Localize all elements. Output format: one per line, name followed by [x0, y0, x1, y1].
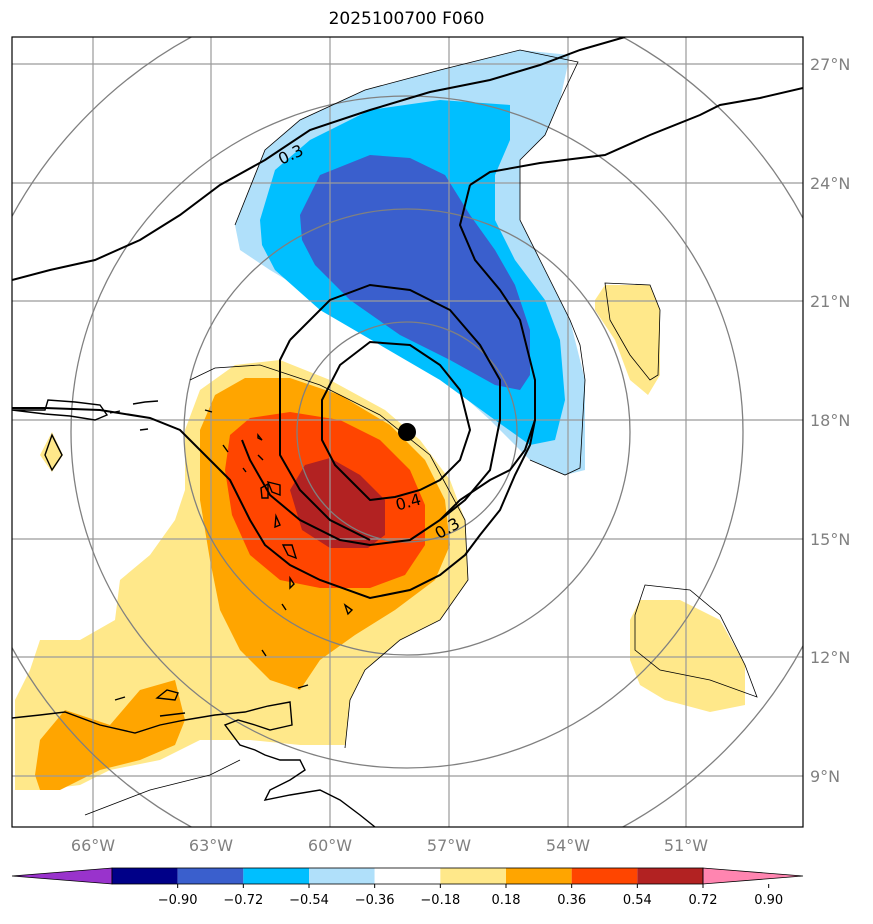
colorbar-tick-label: 0.54: [623, 893, 652, 908]
positive-field-max: [290, 458, 385, 548]
lat-axis: 27°N 24°N 21°N 18°N 15°N 12°N 9°N: [810, 55, 850, 786]
colorbar-tick-label: −0.18: [420, 893, 460, 908]
colorbar-segment: [112, 868, 178, 884]
negative-field-dark: [300, 155, 530, 390]
positive-field-east-south: [630, 600, 745, 712]
colorbar-segment: [506, 868, 572, 884]
colorbar-segment: [440, 868, 506, 884]
map-title: 2025100700 F060: [328, 9, 485, 29]
colorbar-extension-low: [11, 867, 113, 885]
lat-gridlines: [12, 63, 803, 777]
lon-label-63w: 63°W: [189, 836, 233, 855]
colorbar-tick-label: −0.36: [355, 893, 395, 908]
colorbar-tick-label: 0.36: [557, 893, 586, 908]
lon-label-66w: 66°W: [71, 836, 115, 855]
lon-label-51w: 51°W: [664, 836, 708, 855]
contours: [12, 37, 803, 600]
positive-field-east-north: [595, 285, 660, 395]
lat-label-27n: 27°N: [810, 55, 850, 74]
lat-label-15n: 15°N: [810, 530, 850, 549]
storm-center-marker: [398, 423, 416, 441]
colorbar-tick-label: −0.72: [223, 893, 263, 908]
colorbar-segment: [571, 868, 638, 884]
lat-label-24n: 24°N: [810, 174, 850, 193]
lon-axis: 66°W 63°W 60°W 57°W 54°W 51°W: [71, 836, 708, 855]
colorbar-segment: [177, 868, 244, 884]
lon-label-60w: 60°W: [308, 836, 352, 855]
map-border: [11, 36, 804, 828]
colorbar-segment: [374, 868, 441, 884]
lat-label-21n: 21°N: [810, 292, 850, 311]
colorbar-segment: [243, 868, 309, 884]
colorbar-tick-label: 0.90: [754, 893, 783, 908]
colorbar-tick-label: 0.72: [689, 893, 718, 908]
positive-field-medium-west: [35, 680, 185, 790]
lat-label-9n: 9°N: [810, 767, 840, 786]
lat-label-12n: 12°N: [810, 648, 850, 667]
colorbar: −0.90 −0.72 −0.54 −0.36 −0.18 0.18 0.36 0.54 0.7…: [11, 867, 804, 908]
colorbar-tick-label: 0.18: [492, 893, 521, 908]
colorbar-extension-high: [702, 867, 804, 885]
colorbar-frame: [111, 867, 704, 885]
colorbar-tick-label: −0.54: [289, 893, 329, 908]
map-field: 0.3 0.4 0.3: [12, 37, 803, 827]
colorbar-segment: [637, 868, 703, 884]
lon-label-54w: 54°W: [546, 836, 590, 855]
lat-label-18n: 18°N: [810, 411, 850, 430]
colorbar-tick-label: −0.90: [158, 893, 198, 908]
lon-label-57w: 57°W: [427, 836, 471, 855]
colorbar-segment: [309, 868, 375, 884]
lon-gridlines: [92, 37, 687, 827]
field-outlines: [84, 49, 758, 816]
range-rings: [12, 37, 803, 827]
